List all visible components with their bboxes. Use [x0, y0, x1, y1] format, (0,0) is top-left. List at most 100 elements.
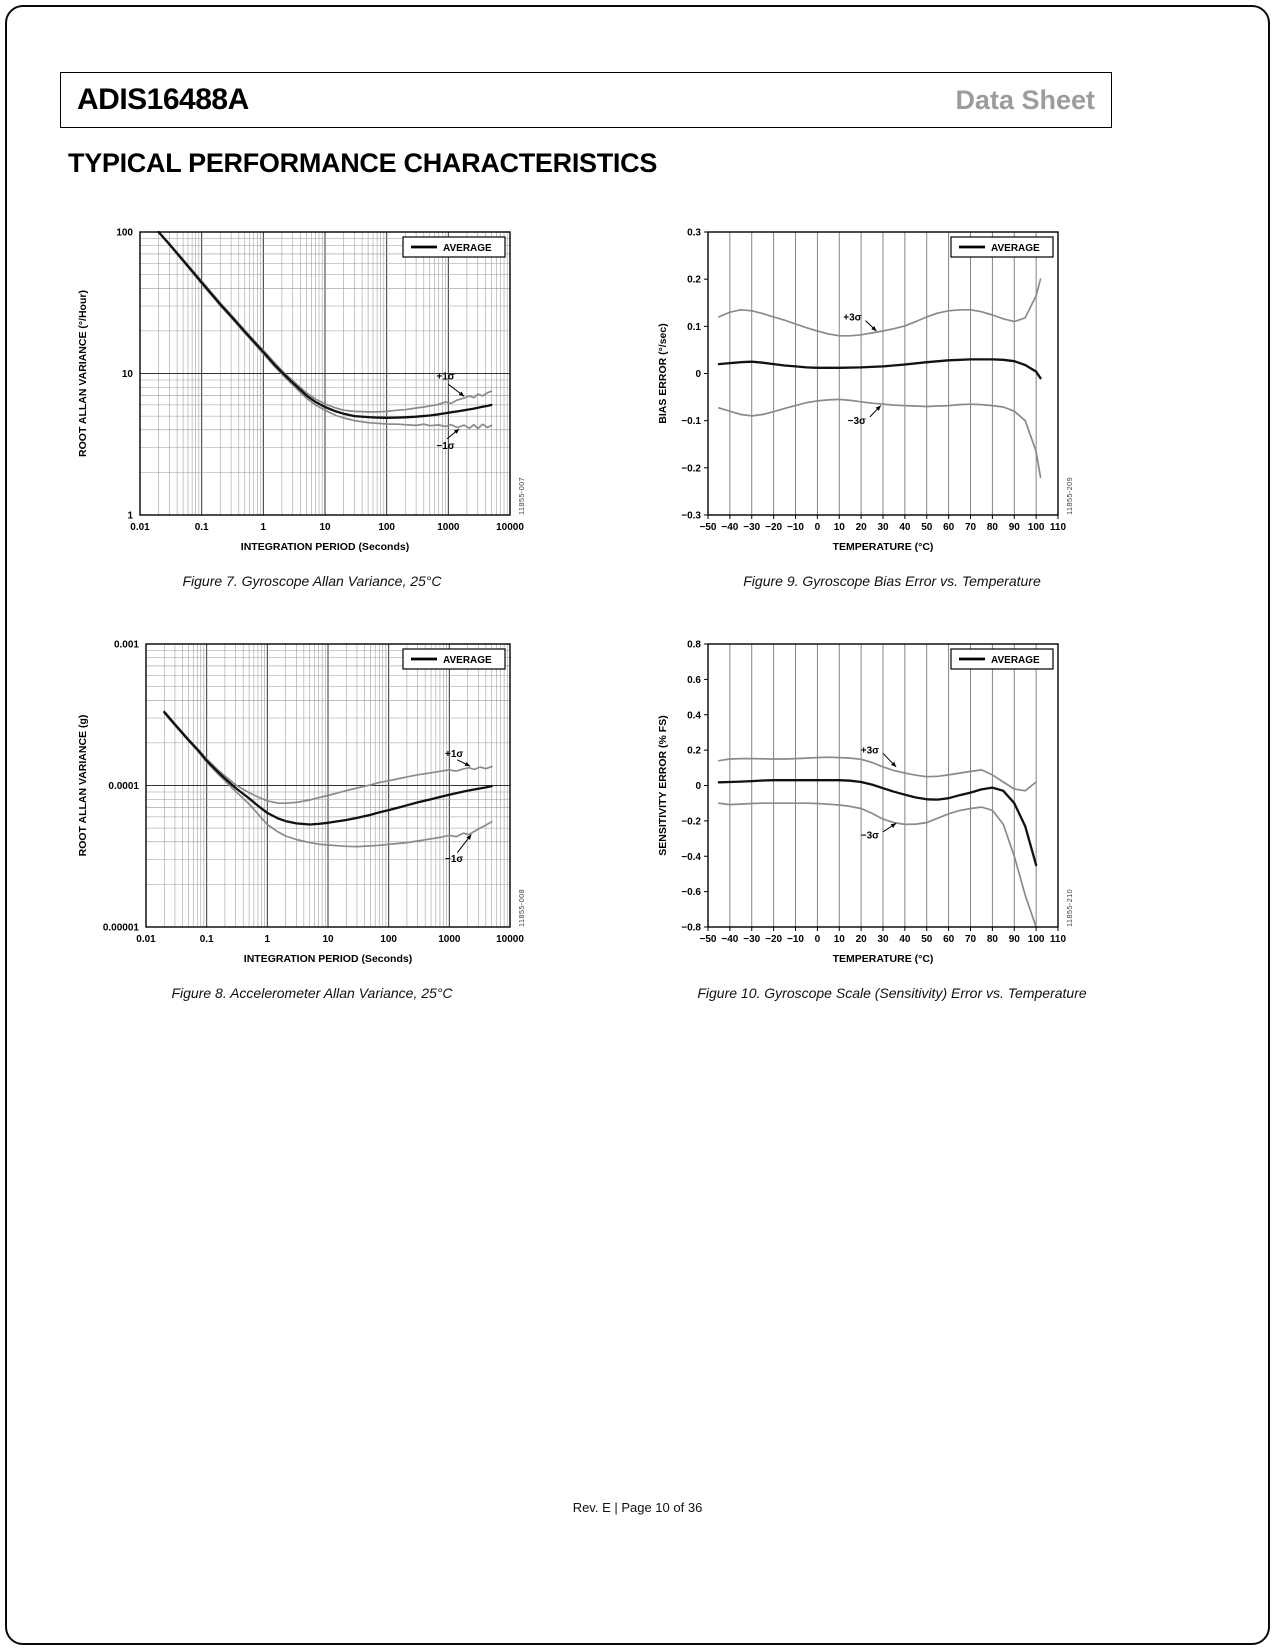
svg-text:−40: −40: [721, 934, 738, 945]
gyro-bias-error-chart: −50 −40 −30 −20 −10 0 10 20 30 40 50 60 70 80 90 100 110…: [657, 228, 1074, 554]
svg-text:0.0001: 0.0001: [108, 781, 139, 792]
svg-text:100: 100: [1028, 934, 1045, 945]
svg-text:60: 60: [943, 934, 955, 945]
svg-text:−1σ: −1σ: [436, 441, 454, 452]
figure-8-block: 0.01 0.1 1 10 100 1000 10000 0.00001 0.0001 0.001…: [72, 632, 552, 1002]
svg-text:BIAS ERROR (°/sec): BIAS ERROR (°/sec): [657, 323, 669, 423]
svg-text:40: 40: [899, 934, 911, 945]
page-header: ADIS16488A Data Sheet: [60, 72, 1112, 128]
gyro-allan-variance-chart: 0.01 0.1 1 10 100 1000 10000 1 10 100 INTEGRATION …: [77, 228, 526, 554]
svg-text:100: 100: [1028, 522, 1045, 533]
svg-text:0: 0: [815, 522, 821, 533]
svg-text:100: 100: [380, 934, 397, 945]
svg-text:1: 1: [261, 522, 267, 533]
svg-text:10000: 10000: [496, 934, 524, 945]
svg-text:−30: −30: [743, 934, 760, 945]
section-title: TYPICAL PERFORMANCE CHARACTERISTICS: [68, 148, 658, 178]
svg-text:−40: −40: [721, 522, 738, 533]
svg-text:−0.8: −0.8: [681, 923, 701, 934]
svg-text:1: 1: [127, 511, 133, 522]
svg-text:11855-209: 11855-209: [1065, 477, 1074, 515]
svg-text:90: 90: [1009, 522, 1021, 533]
svg-text:0.01: 0.01: [130, 522, 150, 533]
svg-text:10: 10: [322, 934, 334, 945]
svg-text:50: 50: [921, 522, 933, 533]
svg-text:−0.6: −0.6: [681, 887, 701, 898]
svg-text:0: 0: [695, 369, 701, 380]
svg-text:0.01: 0.01: [136, 934, 156, 945]
svg-text:INTEGRATION PERIOD (Seconds): INTEGRATION PERIOD (Seconds): [244, 953, 412, 965]
svg-text:100: 100: [116, 228, 133, 239]
figure-10-caption: Figure 10. Gyroscope Scale (Sensitivity)…: [697, 985, 1087, 1001]
figure-9-caption: Figure 9. Gyroscope Bias Error vs. Tempe…: [743, 573, 1041, 589]
svg-text:70: 70: [965, 522, 977, 533]
svg-text:−0.2: −0.2: [681, 463, 701, 474]
figure-10-block: −50 −40 −30 −20 −10 0 10 20 30 40 50 60 70 80 90 100 110…: [652, 632, 1132, 1002]
svg-text:0: 0: [815, 934, 821, 945]
svg-text:−0.2: −0.2: [681, 816, 701, 827]
svg-text:0.1: 0.1: [195, 522, 209, 533]
svg-text:30: 30: [877, 934, 889, 945]
svg-text:80: 80: [987, 934, 999, 945]
svg-text:40: 40: [899, 522, 911, 533]
svg-text:0.00001: 0.00001: [103, 923, 140, 934]
svg-text:+3σ: +3σ: [843, 312, 861, 323]
svg-text:20: 20: [856, 934, 868, 945]
svg-text:0: 0: [695, 781, 701, 792]
svg-text:11855-008: 11855-008: [517, 889, 526, 927]
svg-text:20: 20: [856, 522, 868, 533]
svg-text:0.6: 0.6: [687, 675, 701, 686]
figure-7-caption: Figure 7. Gyroscope Allan Variance, 25°C: [182, 573, 442, 589]
svg-text:AVERAGE: AVERAGE: [443, 655, 492, 666]
svg-text:+3σ: +3σ: [861, 746, 879, 757]
svg-text:70: 70: [965, 934, 977, 945]
svg-text:1000: 1000: [438, 934, 461, 945]
svg-text:0.8: 0.8: [687, 640, 701, 651]
svg-text:−30: −30: [743, 522, 760, 533]
svg-text:60: 60: [943, 522, 955, 533]
svg-text:100: 100: [378, 522, 395, 533]
svg-text:11855-007: 11855-007: [517, 477, 526, 515]
svg-text:0.2: 0.2: [687, 275, 701, 286]
page-footer: Rev. E | Page 10 of 36: [572, 1500, 703, 1515]
svg-text:10: 10: [834, 934, 846, 945]
svg-text:−0.4: −0.4: [681, 852, 701, 863]
svg-text:−50: −50: [700, 934, 717, 945]
svg-text:+1σ: +1σ: [436, 372, 454, 383]
svg-text:−20: −20: [765, 934, 782, 945]
svg-text:SENSITIVITY ERROR (% FS): SENSITIVITY ERROR (% FS): [657, 715, 669, 855]
svg-text:10: 10: [122, 369, 134, 380]
svg-text:10: 10: [319, 522, 331, 533]
svg-text:1000: 1000: [437, 522, 460, 533]
accel-allan-variance-chart: 0.01 0.1 1 10 100 1000 10000 0.00001 0.0001 0.001…: [77, 640, 526, 966]
svg-text:−1σ: −1σ: [445, 854, 463, 865]
svg-text:0.4: 0.4: [687, 710, 701, 721]
gyro-sensitivity-error-chart: −50 −40 −30 −20 −10 0 10 20 30 40 50 60 70 80 90 100 110…: [657, 640, 1074, 966]
svg-text:−10: −10: [787, 522, 804, 533]
svg-text:−3σ: −3σ: [848, 416, 866, 427]
svg-text:10000: 10000: [496, 522, 524, 533]
svg-text:ROOT ALLAN VARIANCE (°/Hour): ROOT ALLAN VARIANCE (°/Hour): [77, 290, 89, 457]
svg-text:TEMPERATURE (°C): TEMPERATURE (°C): [833, 953, 934, 965]
svg-text:−50: −50: [700, 522, 717, 533]
figure-9-block: −50 −40 −30 −20 −10 0 10 20 30 40 50 60 70 80 90 100 110…: [652, 220, 1132, 590]
svg-text:−0.3: −0.3: [681, 511, 701, 522]
svg-text:TEMPERATURE (°C): TEMPERATURE (°C): [833, 541, 934, 553]
svg-text:10: 10: [834, 522, 846, 533]
svg-text:11855-210: 11855-210: [1065, 889, 1074, 927]
svg-text:INTEGRATION PERIOD (Seconds): INTEGRATION PERIOD (Seconds): [241, 541, 409, 553]
svg-text:−10: −10: [787, 934, 804, 945]
svg-text:30: 30: [877, 522, 889, 533]
figure-8-caption: Figure 8. Accelerometer Allan Variance, …: [171, 985, 453, 1001]
svg-text:−20: −20: [765, 522, 782, 533]
svg-text:1: 1: [265, 934, 271, 945]
svg-text:110: 110: [1050, 934, 1067, 945]
svg-text:AVERAGE: AVERAGE: [443, 243, 492, 254]
svg-text:0.1: 0.1: [200, 934, 214, 945]
svg-text:AVERAGE: AVERAGE: [991, 655, 1040, 666]
svg-text:0.1: 0.1: [687, 322, 701, 333]
svg-text:AVERAGE: AVERAGE: [991, 243, 1040, 254]
figure-7-block: 0.01 0.1 1 10 100 1000 10000 1 10 100 INTEGRATION …: [72, 220, 552, 590]
svg-text:−3σ: −3σ: [861, 831, 879, 842]
